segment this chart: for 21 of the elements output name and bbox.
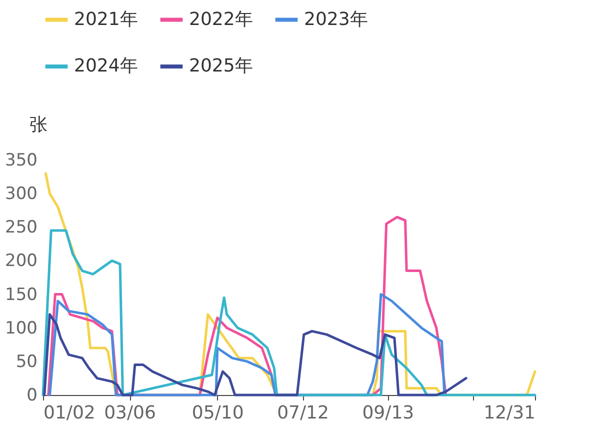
y-tick-label: 250 [5,218,38,238]
y-tick-label: 150 [5,284,38,305]
y-tick-label: 50 [16,352,38,372]
x-tick-label: 09/13 [362,402,414,424]
x-tick-label: 01/02 [44,402,96,424]
legend-label: 2021年 [74,8,138,30]
legend-label: 2022年 [189,8,253,30]
y-tick-label: 300 [5,184,38,204]
x-tick-label: 07/12 [277,402,329,424]
legend-label: 2023年 [304,8,368,30]
y-axis-title: 张 [30,114,48,136]
legend-label: 2025年 [189,56,253,76]
x-tick-label: 12/31 [484,402,536,424]
y-tick-label: 0 [26,386,38,406]
y-tick-label: 100 [5,318,38,338]
line-series [43,313,468,396]
y-tick-label: 350 [5,150,38,170]
y-tick-label: 200 [5,251,38,272]
x-tick-label: 05/10 [192,402,244,424]
legend-label: 2024年 [74,56,138,76]
x-tick-label: 03/06 [104,402,156,424]
